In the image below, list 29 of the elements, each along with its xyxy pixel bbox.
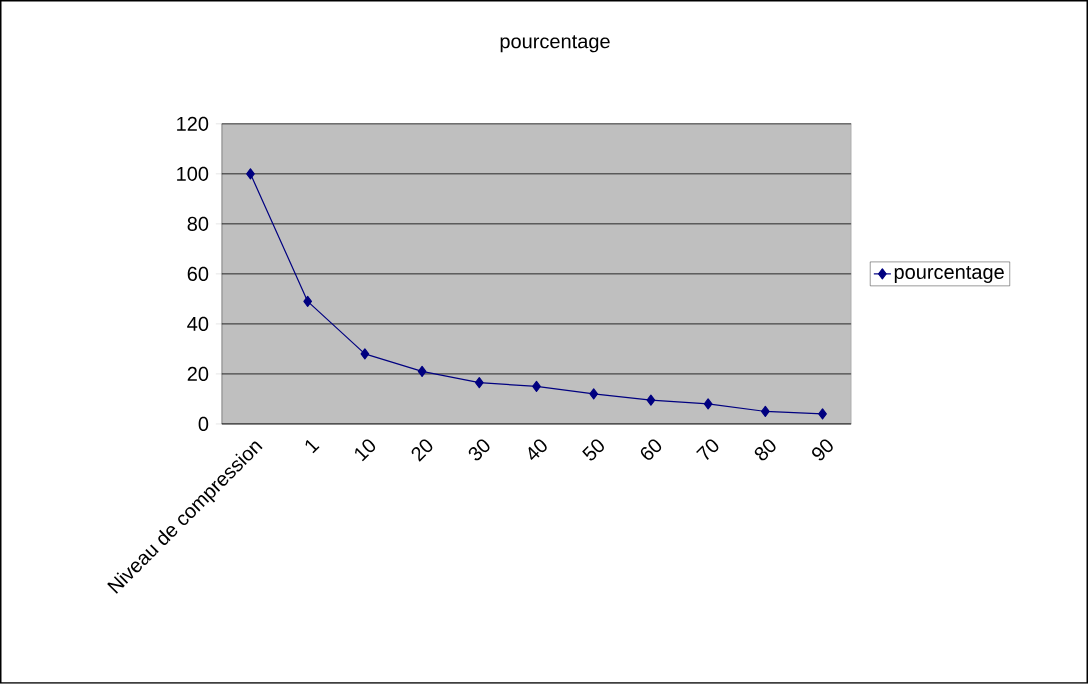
point: [246, 168, 255, 180]
point: [474, 377, 484, 389]
x-tick-label: 30: [468, 439, 490, 461]
x-tick-label: 40: [528, 439, 547, 460]
y-tick-label: 120: [177, 116, 209, 131]
point: [303, 295, 313, 308]
y-tick-label: 80: [187, 216, 209, 232]
x-tick-label: 50: [582, 439, 604, 461]
x-tick-label: 1: [305, 440, 320, 454]
point: [417, 365, 427, 378]
point: [589, 388, 599, 400]
point: [760, 405, 770, 418]
point: [360, 348, 370, 360]
y-tick-label: 0: [198, 416, 209, 432]
x-tick-label: 90: [812, 439, 833, 461]
point: [818, 408, 827, 420]
x-tick-label: 70: [696, 439, 719, 461]
chart-title: pourcentage: [500, 35, 610, 53]
x-tick-label: 80: [754, 439, 776, 461]
x-tick-label: 60: [640, 439, 662, 460]
legend-label: pourcentage: [894, 266, 1004, 284]
x-tick-label: 20: [411, 439, 433, 462]
y-tick-label: 20: [187, 366, 209, 382]
point: [646, 394, 656, 406]
y-tick-label: 60: [187, 266, 209, 282]
y-tick-label: 100: [177, 166, 209, 181]
x-tick-label: 10: [355, 439, 376, 462]
point: [703, 398, 713, 410]
y-tick-label: 40: [187, 316, 209, 332]
